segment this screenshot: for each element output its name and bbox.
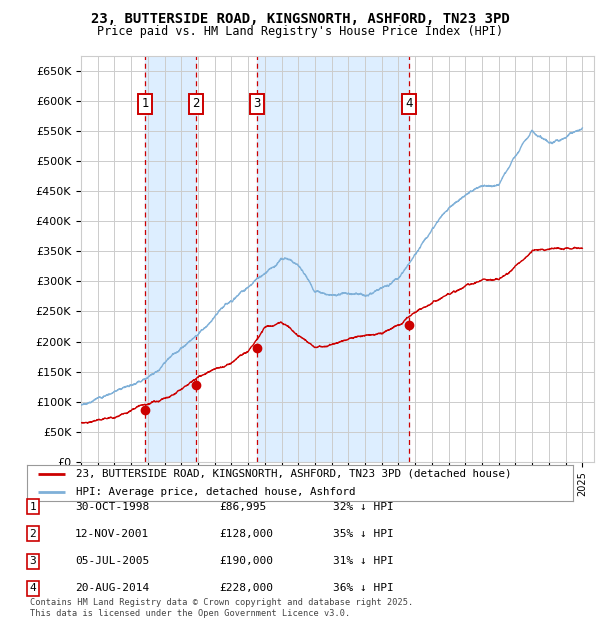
Text: 3: 3 (253, 97, 260, 110)
Text: 31% ↓ HPI: 31% ↓ HPI (333, 556, 394, 566)
Text: £228,000: £228,000 (219, 583, 273, 593)
Text: 2: 2 (29, 529, 37, 539)
Text: 1: 1 (29, 502, 37, 512)
Text: £190,000: £190,000 (219, 556, 273, 566)
Text: 23, BUTTERSIDE ROAD, KINGSNORTH, ASHFORD, TN23 3PD: 23, BUTTERSIDE ROAD, KINGSNORTH, ASHFORD… (91, 12, 509, 27)
Text: 05-JUL-2005: 05-JUL-2005 (75, 556, 149, 566)
Text: £128,000: £128,000 (219, 529, 273, 539)
Text: 23, BUTTERSIDE ROAD, KINGSNORTH, ASHFORD, TN23 3PD (detached house): 23, BUTTERSIDE ROAD, KINGSNORTH, ASHFORD… (76, 469, 512, 479)
Text: 3: 3 (29, 556, 37, 566)
Text: HPI: Average price, detached house, Ashford: HPI: Average price, detached house, Ashf… (76, 487, 356, 497)
Text: 12-NOV-2001: 12-NOV-2001 (75, 529, 149, 539)
Text: Contains HM Land Registry data © Crown copyright and database right 2025.
This d: Contains HM Land Registry data © Crown c… (30, 598, 413, 618)
Text: 32% ↓ HPI: 32% ↓ HPI (333, 502, 394, 512)
Bar (145, 56, 196, 462)
Text: 20-AUG-2014: 20-AUG-2014 (75, 583, 149, 593)
Text: Price paid vs. HM Land Registry's House Price Index (HPI): Price paid vs. HM Land Registry's House … (97, 25, 503, 38)
Text: 1: 1 (141, 97, 149, 110)
Text: 30-OCT-1998: 30-OCT-1998 (75, 502, 149, 512)
Bar (257, 56, 409, 462)
Text: £86,995: £86,995 (219, 502, 266, 512)
Text: 35% ↓ HPI: 35% ↓ HPI (333, 529, 394, 539)
Text: 36% ↓ HPI: 36% ↓ HPI (333, 583, 394, 593)
Text: 4: 4 (29, 583, 37, 593)
Text: 4: 4 (405, 97, 413, 110)
Text: 2: 2 (192, 97, 200, 110)
